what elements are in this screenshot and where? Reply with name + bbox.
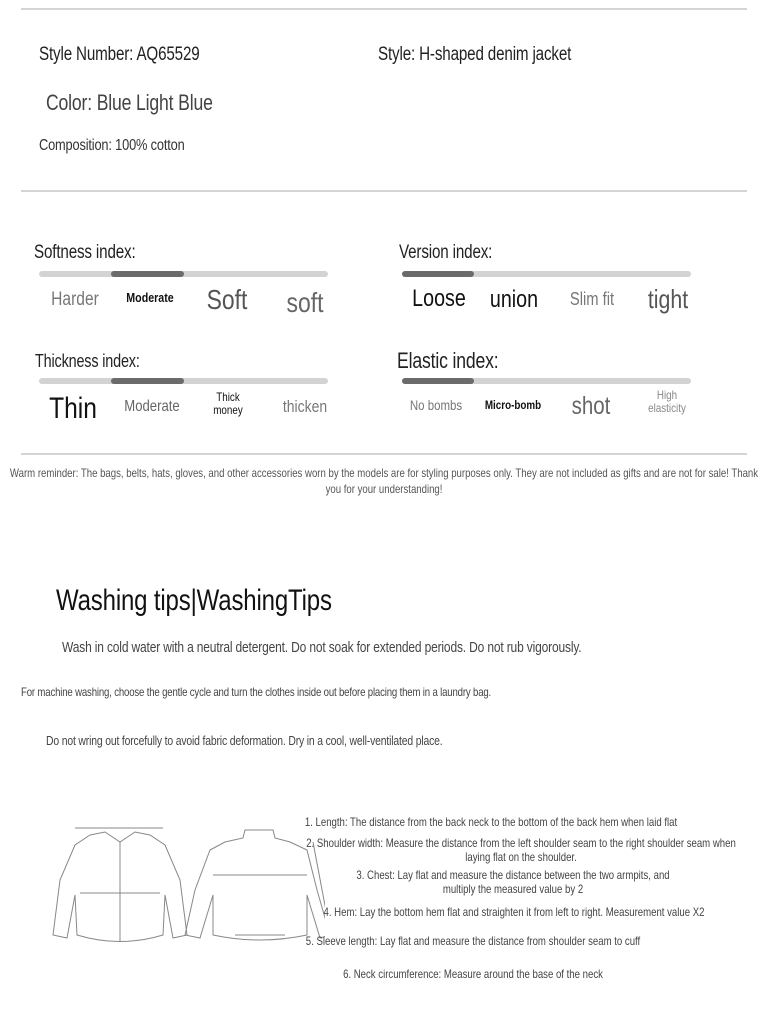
thickness-option: Moderate — [124, 398, 180, 415]
elastic-option: No bombs — [409, 397, 463, 413]
elastic-label: Elastic index: — [397, 348, 499, 373]
divider — [21, 453, 747, 455]
version-scale — [402, 271, 691, 277]
softness-level — [111, 271, 184, 277]
elastic-level — [402, 378, 475, 384]
thickness-label: Thickness index: — [35, 351, 140, 371]
measure-item: 6. Neck circumference: Measure around th… — [343, 967, 603, 981]
measure-item: 1. Length: The distance from the back ne… — [304, 815, 678, 829]
measure-item: 4. Hem: Lay the bottom hem flat and stra… — [323, 905, 705, 919]
thickness-option: Thick money — [213, 390, 243, 418]
measure-item: 2. Shoulder width: Measure the distance … — [306, 836, 736, 864]
softness-option: soft — [286, 287, 324, 318]
version-option: tight — [647, 284, 689, 314]
warm-reminder: Warm reminder: The bags, belts, hats, gl… — [9, 466, 759, 496]
elastic-option: High elasticity — [648, 388, 686, 416]
elastic-scale — [402, 378, 691, 384]
version-option: union — [489, 286, 539, 313]
thickness-option: Thin — [49, 392, 97, 425]
style-number: Style Number: AQ65529 — [39, 44, 200, 65]
thickness-level — [111, 378, 184, 384]
washing-tip: For machine washing, choose the gentle c… — [21, 685, 492, 699]
elastic-option: shot — [571, 392, 611, 420]
measure-item: 3. Chest: Lay flat and measure the dista… — [356, 868, 670, 896]
washing-tip: Wash in cold water with a neutral deterg… — [62, 639, 582, 656]
version-label: Version index: — [399, 242, 493, 263]
softness-option: Moderate — [126, 290, 174, 305]
softness-label: Softness index: — [34, 242, 136, 263]
version-option: Loose — [412, 285, 466, 312]
measure-item: 5. Sleeve length: Lay flat and measure t… — [305, 934, 641, 948]
version-level — [402, 271, 475, 277]
softness-option: Harder — [51, 289, 99, 310]
divider — [21, 8, 747, 10]
version-option: Slim fit — [569, 289, 615, 309]
divider — [21, 190, 747, 192]
washing-tip: Do not wring out forcefully to avoid fab… — [46, 733, 443, 748]
thickness-option: thicken — [282, 397, 328, 416]
softness-option: Soft — [206, 284, 248, 315]
style-name: Style: H-shaped denim jacket — [378, 44, 572, 65]
elastic-option: Micro-bomb — [484, 398, 542, 412]
shirt-measurement-diagram — [52, 827, 325, 942]
washing-title: Washing tips|WashingTips — [56, 584, 332, 617]
softness-scale — [39, 271, 328, 277]
color: Color: Blue Light Blue — [46, 90, 213, 115]
thickness-scale — [39, 378, 328, 384]
composition: Composition: 100% cotton — [39, 137, 185, 154]
